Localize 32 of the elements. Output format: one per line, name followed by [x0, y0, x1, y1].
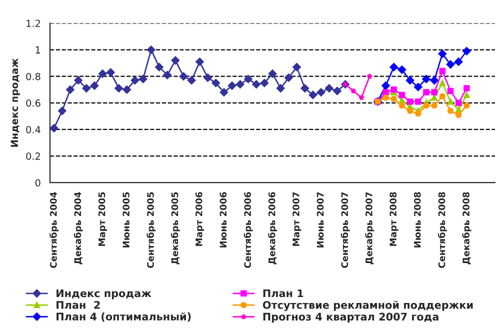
x-tick-label: Декабрь 2004: [74, 192, 83, 264]
x-tick-label: Декабрь 2006: [268, 192, 278, 264]
legend-label: План 4 (оптимальный): [56, 312, 191, 322]
x-tick-label: Сентябрь 2006: [244, 192, 253, 268]
x-tick-label: Сентябрь 2005: [146, 192, 156, 268]
x-tick-label: Июнь 2006: [220, 192, 227, 248]
x-tick-label: Декабрь 2005: [170, 192, 180, 264]
x-tick-label: Сентябрь 2008: [438, 192, 447, 268]
x-tick-label: Сентябрь 2004: [50, 192, 59, 268]
legend-label: Прогноз 4 квартал 2007 года: [263, 312, 438, 323]
x-tick-label: Март 2007: [292, 192, 302, 246]
y-axis-title: Индекс продаж: [10, 58, 20, 147]
y-tick-label: 0.8: [26, 72, 40, 80]
legend-label: Индекс продаж: [56, 289, 152, 300]
x-tick-label: Декабрь 2007: [365, 192, 374, 264]
y-tick-label: 0.6: [26, 99, 40, 107]
x-tick-label: Июнь 2007: [316, 192, 324, 248]
y-tick-label: 1: [36, 46, 40, 54]
y-tick-label: 0.2: [26, 152, 40, 160]
legend-label: План 1: [263, 289, 304, 298]
x-tick-label: Июнь 2008: [414, 192, 421, 248]
legend-label: Отсутствие рекламной поддержки: [262, 300, 473, 311]
x-tick-label: Март 2006: [195, 192, 204, 246]
y-tick-label: 0.4: [26, 126, 40, 134]
y-tick-label: 0: [35, 179, 40, 186]
x-tick-label: Декабрь 2008: [462, 192, 472, 264]
y-tick-label: 1.2: [26, 20, 40, 27]
legend-label: План 2: [56, 300, 100, 309]
x-tick-label: Сентябрь 2007: [340, 192, 350, 268]
x-tick-label: Март 2008: [390, 192, 398, 246]
x-tick-label: Июнь 2005: [122, 192, 130, 248]
x-tick-label: Март 2005: [98, 192, 107, 246]
